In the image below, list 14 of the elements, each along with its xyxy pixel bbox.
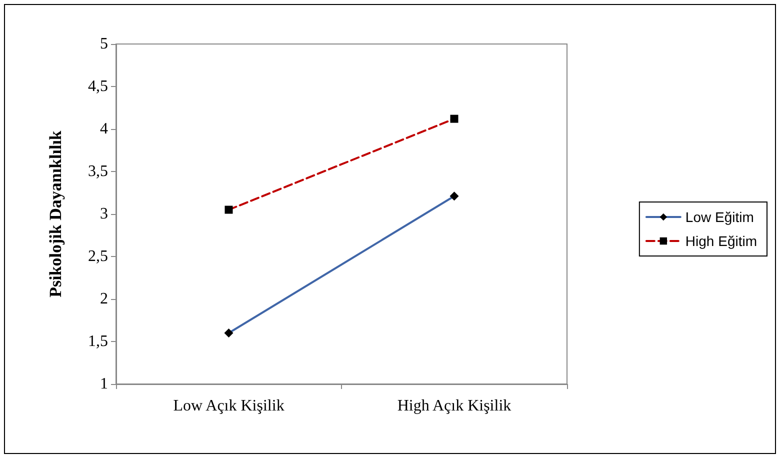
x-tick-label: High Açık Kişilik: [397, 398, 512, 414]
y-axis-title: Psikolojik Dayanıklılık: [46, 130, 65, 298]
y-tick-label: 4,5: [88, 78, 108, 95]
y-tick-label: 5: [100, 36, 108, 52]
y-tick-label: 1: [100, 376, 108, 392]
y-tick-label: 2,5: [88, 248, 108, 265]
legend-label: High Eğitim: [685, 233, 758, 249]
x-tick-label: Low Açık Kişilik: [173, 398, 284, 414]
y-tick-label: 3: [100, 206, 108, 222]
legend-label: Low Eğitim: [685, 209, 754, 225]
y-tick-label: 2: [100, 290, 108, 308]
y-tick-label: 1,5: [88, 333, 108, 350]
y-tick-label: 3,5: [88, 163, 108, 180]
y-tick-label: 4: [100, 120, 108, 138]
